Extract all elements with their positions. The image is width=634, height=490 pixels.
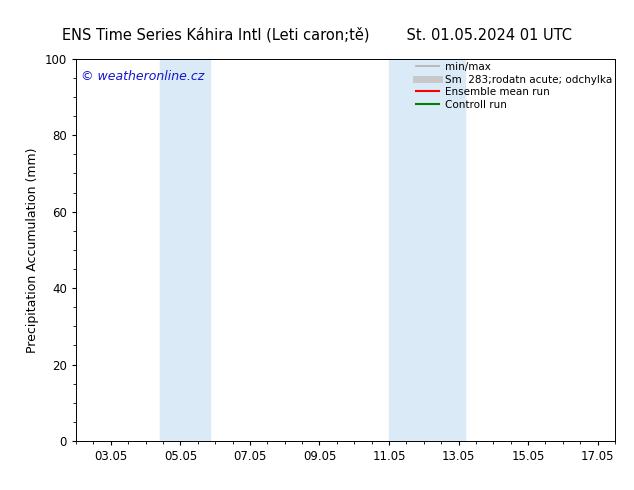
Bar xyxy=(389,59,465,441)
Text: © weatheronline.cz: © weatheronline.cz xyxy=(81,70,205,83)
Legend: min/max, Sm  283;rodatn acute; odchylka, Ensemble mean run, Controll run: min/max, Sm 283;rodatn acute; odchylka, … xyxy=(417,62,612,110)
Text: ENS Time Series Káhira Intl (Leti caron;tě)        St. 01.05.2024 01 UTC: ENS Time Series Káhira Intl (Leti caron;… xyxy=(62,27,572,43)
Y-axis label: Precipitation Accumulation (mm): Precipitation Accumulation (mm) xyxy=(26,147,39,353)
Bar xyxy=(160,59,210,441)
